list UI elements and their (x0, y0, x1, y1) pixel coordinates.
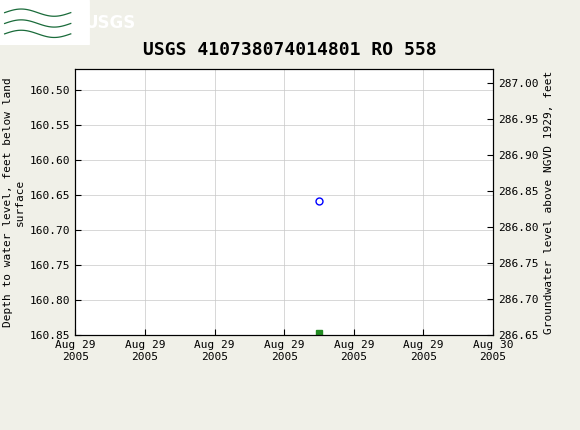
FancyBboxPatch shape (0, 0, 90, 56)
Legend: Period of approved data: Period of approved data (187, 428, 382, 430)
Text: USGS 410738074014801 RO 558: USGS 410738074014801 RO 558 (143, 41, 437, 59)
Y-axis label: Depth to water level, feet below land
surface: Depth to water level, feet below land su… (3, 77, 24, 327)
Text: USGS: USGS (84, 14, 135, 31)
Y-axis label: Groundwater level above NGVD 1929, feet: Groundwater level above NGVD 1929, feet (544, 71, 554, 334)
